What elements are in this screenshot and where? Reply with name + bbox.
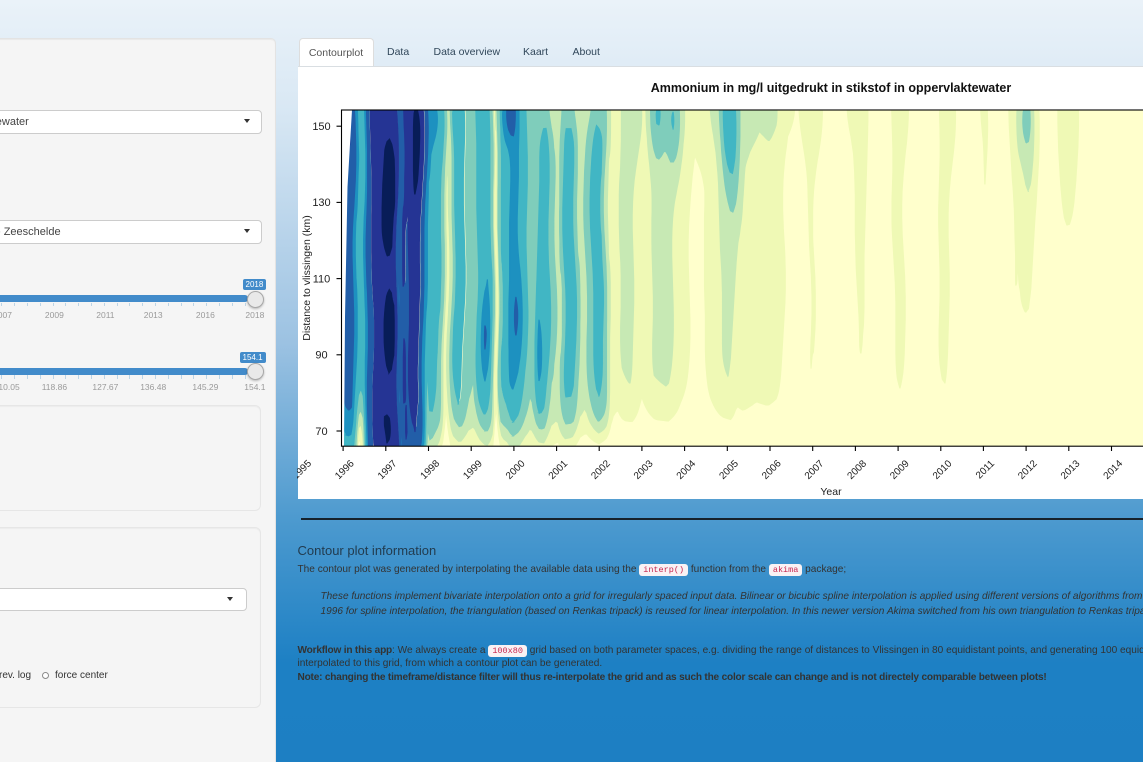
- svg-text:150: 150: [312, 121, 330, 133]
- svg-text:1996: 1996: [333, 458, 357, 482]
- svg-text:2008: 2008: [846, 458, 870, 482]
- svg-text:1998: 1998: [419, 458, 443, 482]
- svg-text:110: 110: [313, 273, 331, 285]
- svg-text:2011: 2011: [974, 458, 997, 481]
- svg-text:2000: 2000: [504, 458, 528, 482]
- svg-text:2007: 2007: [803, 458, 827, 482]
- svg-text:70: 70: [315, 426, 327, 438]
- svg-text:2006: 2006: [760, 458, 784, 482]
- svg-text:2009: 2009: [888, 458, 912, 482]
- svg-text:130: 130: [312, 197, 330, 209]
- svg-text:2005: 2005: [717, 458, 741, 482]
- svg-text:2013: 2013: [1059, 458, 1083, 482]
- svg-text:Ammonium in mg/l uitgedrukt in: Ammonium in mg/l uitgedrukt in stikstof …: [651, 81, 1012, 95]
- svg-text:1997: 1997: [376, 458, 400, 482]
- svg-text:2010: 2010: [931, 458, 955, 482]
- svg-text:Distance to vlissingen (km): Distance to vlissingen (km): [301, 215, 313, 340]
- svg-text:2004: 2004: [675, 458, 699, 482]
- svg-text:Year: Year: [820, 486, 842, 498]
- svg-text:90: 90: [315, 350, 327, 362]
- svg-text:2014: 2014: [1102, 458, 1126, 482]
- svg-text:1999: 1999: [461, 458, 485, 482]
- svg-text:2003: 2003: [632, 458, 656, 482]
- svg-text:2012: 2012: [1016, 458, 1040, 482]
- svg-text:2001: 2001: [547, 458, 571, 482]
- svg-text:1995: 1995: [297, 458, 314, 482]
- svg-text:2002: 2002: [589, 458, 613, 482]
